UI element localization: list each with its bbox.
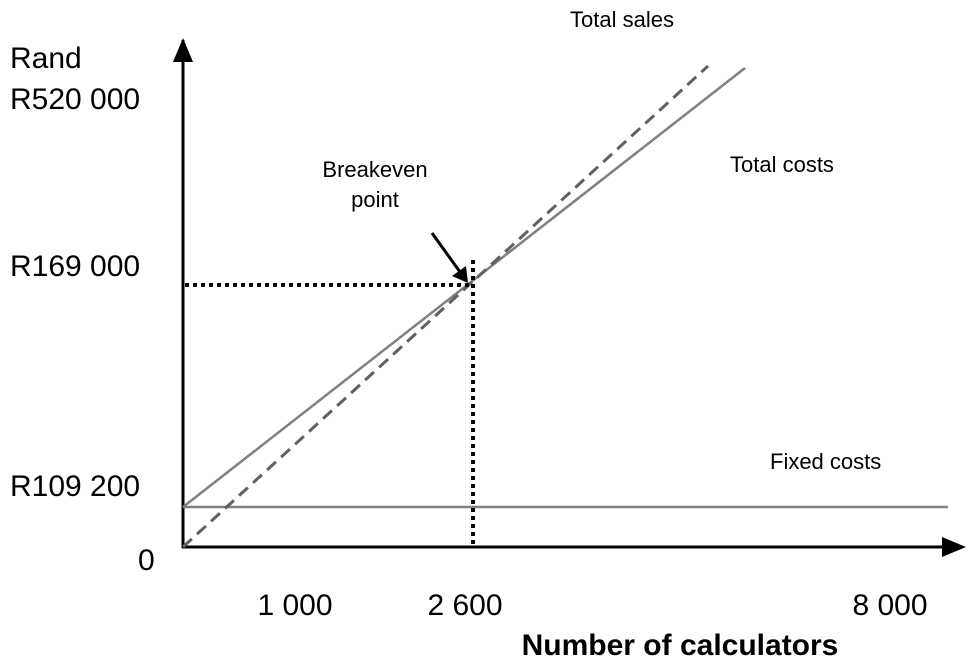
x-label: 2 600 (427, 589, 502, 622)
x-axis-title: Number of calculators (522, 629, 839, 662)
y-label: 0 (138, 544, 155, 577)
total-costs-line (182, 67, 746, 508)
breakeven-arrowhead (452, 266, 468, 283)
y-axis-title: Rand (10, 42, 82, 75)
y-label: R520 000 (10, 83, 140, 116)
total-sales-line (181, 64, 710, 549)
y-label: R169 000 (10, 250, 140, 283)
annotation-line: Breakeven (322, 157, 427, 182)
fixed-costs-label: Fixed costs (770, 449, 881, 474)
breakeven-arrow (430, 232, 462, 273)
y-axis-arrow (173, 38, 193, 62)
x-label: 8 000 (852, 589, 927, 622)
x-axis-arrow (942, 537, 966, 557)
y-label: R109 200 (10, 470, 140, 503)
x-label: 1 000 (257, 589, 332, 622)
annotation-line: point (351, 187, 399, 212)
total-sales-label: Total sales (570, 7, 674, 32)
total-costs-label: Total costs (730, 152, 834, 177)
